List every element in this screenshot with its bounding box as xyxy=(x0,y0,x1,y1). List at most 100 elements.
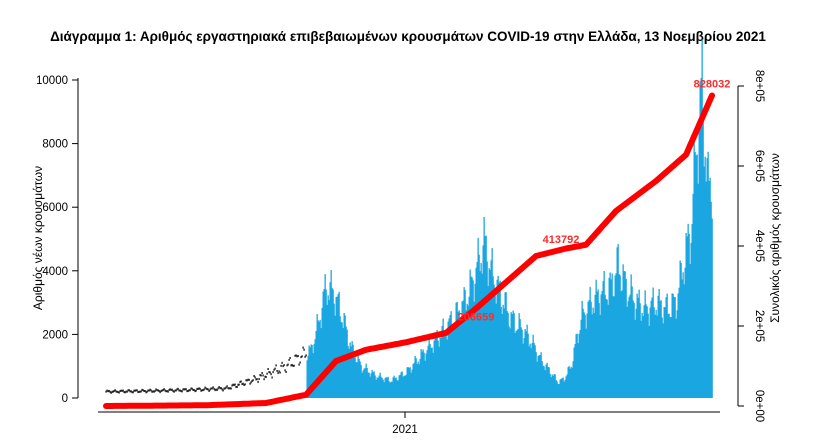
daily-case-bar xyxy=(487,286,489,398)
y-tick-label: 8000 xyxy=(42,139,68,151)
y-ticks-right: 0e+00 2e+05 4e+05 6e+05 8e+05 xyxy=(738,70,765,422)
daily-case-bar xyxy=(353,356,355,398)
daily-case-bar xyxy=(535,352,537,398)
daily-case-bar xyxy=(662,323,664,398)
daily-case-bar xyxy=(401,371,403,398)
daily-case-bar xyxy=(440,337,442,398)
daily-case-bar xyxy=(631,286,633,398)
daily-case-point xyxy=(240,380,242,383)
daily-case-point xyxy=(164,389,166,392)
daily-case-bar xyxy=(521,329,523,398)
daily-case-bar xyxy=(330,270,332,398)
daily-case-bar xyxy=(349,342,351,398)
daily-case-point xyxy=(270,373,272,376)
daily-case-bar xyxy=(576,333,578,398)
daily-case-point xyxy=(248,378,250,381)
daily-case-bar xyxy=(704,156,706,398)
daily-case-bar xyxy=(504,292,506,398)
daily-case-bar xyxy=(642,316,644,398)
daily-case-point xyxy=(226,385,228,388)
daily-case-bar xyxy=(388,381,390,398)
daily-case-bar xyxy=(384,378,386,398)
daily-case-bar xyxy=(674,297,676,398)
daily-case-bar xyxy=(625,278,627,398)
daily-case-bar xyxy=(622,264,624,398)
daily-case-point xyxy=(291,363,293,366)
daily-case-bar xyxy=(371,369,373,398)
daily-case-bar xyxy=(546,362,548,398)
daily-case-point xyxy=(233,384,235,387)
daily-case-point xyxy=(215,388,217,391)
daily-case-point xyxy=(267,367,269,370)
daily-case-bar xyxy=(479,271,481,398)
daily-case-bar xyxy=(370,373,372,398)
daily-case-bar xyxy=(620,291,622,398)
daily-case-bar xyxy=(508,326,510,398)
daily-case-bar xyxy=(425,353,427,398)
daily-case-point xyxy=(300,356,302,359)
daily-case-bar xyxy=(693,136,695,398)
daily-case-bar xyxy=(682,272,684,398)
daily-case-point xyxy=(276,369,278,372)
daily-case-point xyxy=(151,390,153,393)
daily-case-point xyxy=(213,387,215,390)
daily-case-bar xyxy=(367,372,369,398)
daily-case-point xyxy=(176,388,178,391)
daily-case-bar xyxy=(403,375,405,398)
daily-case-bar xyxy=(362,370,364,398)
daily-case-bar xyxy=(644,290,646,398)
daily-case-bar xyxy=(568,366,570,398)
daily-case-point xyxy=(269,371,271,374)
daily-case-bar xyxy=(617,244,619,398)
daily-case-point xyxy=(196,387,198,390)
daily-case-bar xyxy=(672,293,674,398)
daily-case-point xyxy=(228,387,230,390)
daily-case-point xyxy=(137,391,139,394)
daily-case-point xyxy=(278,370,280,373)
daily-case-point xyxy=(154,389,156,392)
daily-case-point xyxy=(167,390,169,393)
daily-case-bar xyxy=(464,290,466,398)
daily-case-point xyxy=(162,389,164,392)
daily-case-point xyxy=(214,389,216,392)
y2-tick-label: 2e+05 xyxy=(753,310,765,342)
daily-case-point xyxy=(198,387,200,390)
daily-case-point xyxy=(304,355,306,358)
daily-case-bar xyxy=(379,372,381,398)
daily-case-bar xyxy=(322,291,324,398)
daily-case-bar xyxy=(579,330,581,398)
daily-case-bar xyxy=(312,353,314,398)
daily-case-bar xyxy=(537,356,539,398)
daily-case-bar xyxy=(433,340,435,398)
daily-case-bar xyxy=(517,328,519,398)
daily-case-bar xyxy=(641,312,643,398)
daily-case-point xyxy=(106,389,108,392)
daily-case-bar xyxy=(657,295,659,398)
daily-case-bar xyxy=(689,264,691,398)
daily-case-bar xyxy=(605,298,607,398)
daily-case-bar xyxy=(667,313,669,398)
daily-case-point xyxy=(238,383,240,386)
daily-case-bar xyxy=(557,384,559,398)
daily-case-bar xyxy=(582,308,584,398)
daily-case-bar xyxy=(445,336,447,398)
daily-case-bar xyxy=(651,297,653,398)
daily-case-bar xyxy=(484,236,486,398)
daily-case-point xyxy=(121,389,123,392)
daily-case-bar xyxy=(324,274,326,398)
daily-case-bar xyxy=(515,331,517,398)
daily-case-bar xyxy=(538,355,540,398)
daily-case-bar xyxy=(455,302,457,398)
daily-case-point xyxy=(287,363,289,366)
daily-case-bar xyxy=(398,375,400,398)
daily-case-point xyxy=(180,390,182,393)
cumulative-annotation: 413792 xyxy=(543,234,580,246)
daily-case-bar xyxy=(598,303,600,398)
daily-case-bar xyxy=(319,319,321,398)
daily-case-bar xyxy=(548,367,550,398)
daily-case-bar xyxy=(423,352,425,398)
daily-case-bar xyxy=(361,372,363,398)
daily-case-bar xyxy=(306,360,308,398)
daily-case-bar xyxy=(380,376,382,398)
daily-case-bar xyxy=(357,354,359,398)
